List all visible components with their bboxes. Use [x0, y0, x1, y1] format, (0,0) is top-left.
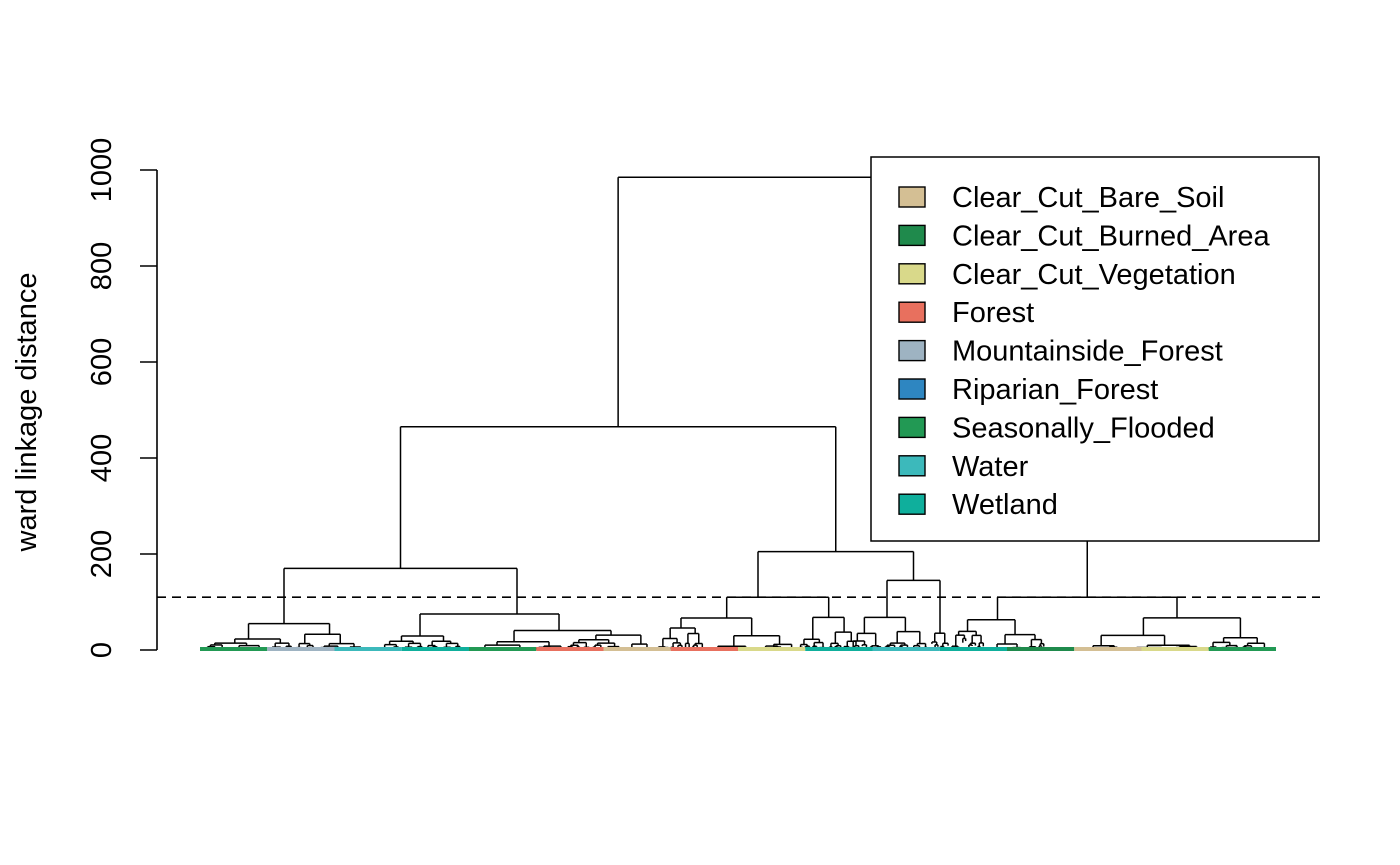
legend-label: Wetland	[952, 489, 1058, 521]
legend-box	[870, 156, 1320, 542]
leaf-color-segment	[1141, 647, 1209, 651]
leaf-color-segment	[939, 647, 1007, 651]
y-tick-label: 200	[86, 530, 118, 578]
leaf-color-segment	[200, 647, 268, 651]
y-tick-label: 800	[86, 242, 118, 290]
leaf-color-segment	[1074, 647, 1142, 651]
leaf-color-segment	[469, 647, 537, 651]
legend-label: Clear_Cut_Vegetation	[952, 259, 1236, 291]
legend-item: Seasonally_Flooded	[898, 412, 1215, 444]
legend-item: Riparian_Forest	[898, 374, 1158, 406]
legend-swatch	[898, 378, 926, 400]
leaf-color-segment	[401, 647, 469, 651]
leaf-color-segment	[670, 647, 738, 651]
leaf-color-segment	[805, 647, 873, 651]
legend-swatch	[898, 455, 926, 477]
y-tick-label: 400	[86, 434, 118, 482]
legend-item: Clear_Cut_Vegetation	[898, 259, 1236, 291]
leaf-color-segment	[1208, 647, 1276, 651]
leaf-color-segment	[1007, 647, 1075, 651]
legend-label: Water	[952, 451, 1029, 483]
legend-item: Mountainside_Forest	[898, 336, 1223, 368]
legend-swatch	[898, 186, 926, 208]
legend-item: Clear_Cut_Burned_Area	[898, 220, 1270, 252]
legend-swatch	[898, 339, 926, 362]
legend-swatch	[898, 493, 926, 515]
legend-item: Water	[898, 451, 1029, 483]
y-axis-label: ward linkage distance	[11, 273, 43, 553]
legend-label: Mountainside_Forest	[952, 336, 1223, 368]
legend-label: Clear_Cut_Bare_Soil	[952, 182, 1224, 214]
leaf-color-segment	[334, 647, 402, 651]
legend-item: Forest	[898, 297, 1034, 329]
legend-swatch	[898, 224, 926, 247]
legend-swatch	[898, 301, 926, 323]
leaf-color-segment	[267, 647, 335, 651]
legend-item: Wetland	[898, 489, 1058, 521]
leaf-color-segment	[603, 647, 671, 651]
y-tick-label: 600	[86, 338, 118, 386]
legend-label: Seasonally_Flooded	[952, 412, 1215, 444]
legend-swatch	[898, 263, 926, 285]
leaf-color-segment	[738, 647, 806, 651]
legend-item: Clear_Cut_Bare_Soil	[898, 182, 1224, 214]
legend-label: Riparian_Forest	[952, 374, 1158, 406]
legend-label: Forest	[952, 297, 1034, 329]
y-tick-label: 1000	[86, 138, 118, 203]
leaf-color-segment	[536, 647, 604, 651]
legend: Clear_Cut_Bare_Soil Clear_Cut_Burned_Area…	[870, 156, 1320, 542]
leaf-color-strip	[200, 647, 1276, 651]
legend-swatch	[898, 416, 926, 439]
leaf-color-segment	[872, 647, 940, 651]
y-tick-label: 0	[86, 642, 118, 658]
legend-label: Clear_Cut_Burned_Area	[952, 220, 1270, 252]
y-axis: 0 200 400 600 800 1000	[86, 138, 158, 658]
